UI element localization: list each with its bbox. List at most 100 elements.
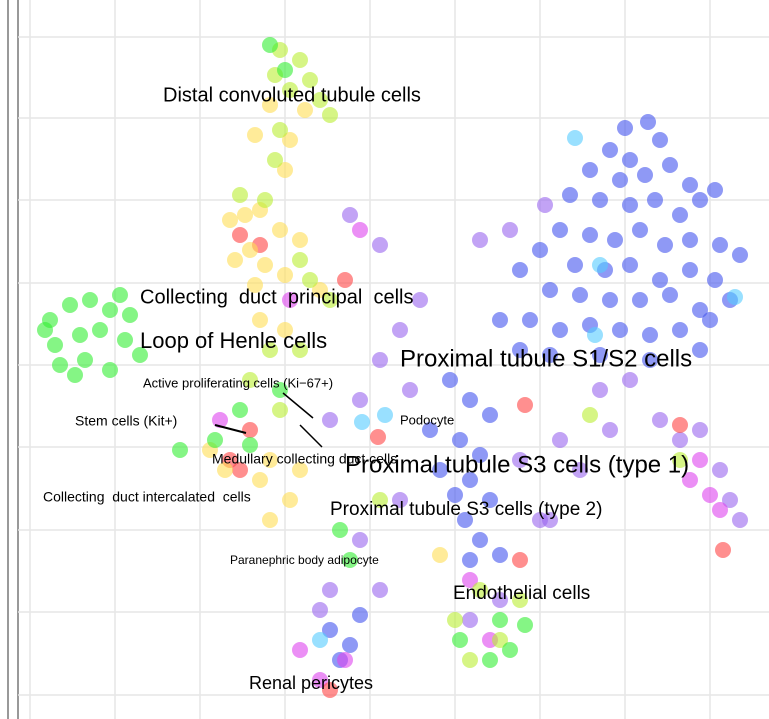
point (452, 432, 468, 448)
point (682, 262, 698, 278)
point (542, 347, 558, 363)
point (232, 187, 248, 203)
point (592, 347, 608, 363)
point (292, 462, 308, 478)
point (82, 292, 98, 308)
point (377, 407, 393, 423)
point (692, 342, 708, 358)
point (492, 612, 508, 628)
point (592, 257, 608, 273)
point (402, 382, 418, 398)
point (537, 197, 553, 213)
point (637, 167, 653, 183)
point (252, 472, 268, 488)
point (302, 272, 318, 288)
point (262, 37, 278, 53)
point (352, 607, 368, 623)
point (232, 402, 248, 418)
point (337, 652, 353, 668)
point (207, 432, 223, 448)
point (707, 182, 723, 198)
point (512, 342, 528, 358)
point (117, 332, 133, 348)
point (432, 462, 448, 478)
point (682, 177, 698, 193)
point (442, 372, 458, 388)
point (232, 227, 248, 243)
point (682, 232, 698, 248)
point (312, 282, 328, 298)
point (242, 242, 258, 258)
cell-type-label: Distal convoluted tubule cells (163, 84, 421, 106)
point (102, 302, 118, 318)
point (72, 327, 88, 343)
point (587, 327, 603, 343)
point (457, 512, 473, 528)
point (672, 322, 688, 338)
point (447, 487, 463, 503)
point (92, 322, 108, 338)
point (642, 352, 658, 368)
point (247, 277, 263, 293)
point (462, 552, 478, 568)
point (312, 672, 328, 688)
point (647, 192, 663, 208)
point (542, 282, 558, 298)
point (352, 222, 368, 238)
point (567, 130, 583, 146)
point (354, 414, 370, 430)
point (352, 532, 368, 548)
point (222, 212, 238, 228)
leader-line (214, 424, 247, 434)
point (332, 522, 348, 538)
point (532, 242, 548, 258)
grid (18, 0, 769, 719)
point (302, 72, 318, 88)
point (682, 472, 698, 488)
point (292, 342, 308, 358)
point (640, 114, 656, 130)
point (212, 412, 228, 428)
point (707, 272, 723, 288)
point (607, 232, 623, 248)
point (482, 652, 498, 668)
point (62, 297, 78, 313)
point (277, 322, 293, 338)
point (272, 402, 288, 418)
point (372, 237, 388, 253)
point (322, 622, 338, 638)
point (622, 152, 638, 168)
point (282, 492, 298, 508)
point (657, 237, 673, 253)
point (242, 372, 258, 388)
point (552, 322, 568, 338)
point (732, 247, 748, 263)
cell-type-label: Proximal tubule S3 cells (type 2) (330, 499, 602, 520)
point (277, 62, 293, 78)
point (602, 292, 618, 308)
point (592, 382, 608, 398)
points (37, 37, 748, 698)
point (232, 462, 248, 478)
point (632, 292, 648, 308)
point (227, 252, 243, 268)
point (447, 612, 463, 628)
point (552, 222, 568, 238)
point (672, 417, 688, 433)
point (692, 422, 708, 438)
point (262, 97, 278, 113)
point (552, 432, 568, 448)
point (622, 372, 638, 388)
cell-type-label: Renal pericytes (249, 673, 373, 693)
point (692, 302, 708, 318)
point (370, 429, 386, 445)
point (617, 120, 633, 136)
point (472, 447, 488, 463)
point (492, 592, 508, 608)
point (502, 222, 518, 238)
point (702, 487, 718, 503)
point (242, 437, 258, 453)
leader-line (282, 392, 314, 419)
point (582, 407, 598, 423)
point (312, 632, 328, 648)
